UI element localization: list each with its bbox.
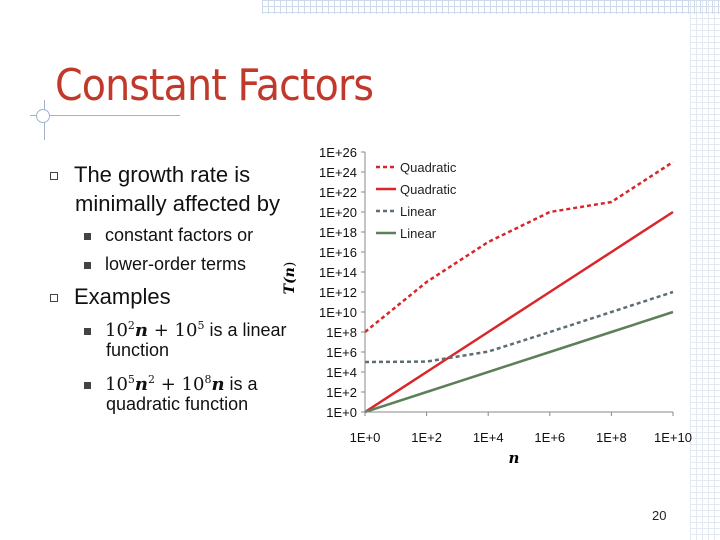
x-tick-label: 1E+4 xyxy=(473,430,504,445)
legend-entry: Linear xyxy=(400,226,437,241)
legend-entry: Quadratic xyxy=(400,182,457,197)
legend-box xyxy=(372,150,472,240)
bullet-growth-rate: The growth rate is xyxy=(50,160,250,190)
page-number: 20 xyxy=(652,508,667,523)
y-tick-label: 1E+18 xyxy=(319,225,357,240)
sub-bullet-constant-factors: constant factors or xyxy=(84,224,253,246)
slide-title: Constant Factors xyxy=(55,60,374,111)
x-tick-label: 1E+6 xyxy=(534,430,565,445)
y-axis-label: T(n) xyxy=(282,262,298,295)
y-tick-label: 1E+8 xyxy=(326,325,357,340)
example-linear: 102n + 105 is a linear xyxy=(84,315,286,342)
sub-bullet-marker-icon xyxy=(84,381,91,389)
example-quadratic-line2: quadratic function xyxy=(106,394,249,414)
chart-tick-labels: 1E+0 1E+2 1E+4 1E+6 1E+8 1E+10 1E+12 1E+14 1E+16… xyxy=(319,145,692,445)
sub-bullet-lower-order-text: lower-order terms xyxy=(105,254,247,274)
title-circle-mark xyxy=(36,109,50,123)
bullet-examples: Examples xyxy=(50,282,171,312)
chart-legend: Quadratic Quadratic Linear Linear xyxy=(372,150,472,241)
series-line-linear-solid xyxy=(364,310,674,414)
y-tick-label: 1E+4 xyxy=(326,365,357,380)
chart-axes xyxy=(361,151,674,416)
example-quadratic-math: 105n2 + 108n xyxy=(105,373,225,395)
bullet-marker-icon xyxy=(50,294,58,303)
sub-bullet-marker-icon xyxy=(84,261,91,269)
sub-bullet-marker-icon xyxy=(84,327,91,335)
bullet-growth-rate-line2: minimally affected by xyxy=(75,191,281,216)
sub-bullet-marker-icon xyxy=(84,232,91,240)
x-tick-label: 1E+2 xyxy=(411,430,442,445)
header-grid-pattern xyxy=(262,0,720,14)
series-line-quadratic-solid xyxy=(364,210,674,414)
x-tick-label: 1E+8 xyxy=(596,430,627,445)
x-axis-label: n xyxy=(509,449,520,467)
sub-bullet-constant-factors-text: constant factors or xyxy=(105,225,254,245)
x-tick-label: 1E+10 xyxy=(654,430,692,445)
y-tick-label: 1E+26 xyxy=(319,145,357,160)
y-tick-label: 1E+14 xyxy=(319,265,357,280)
y-tick-label: 1E+20 xyxy=(319,205,357,220)
bullet-growth-rate-line1: The growth rate is xyxy=(74,162,251,187)
bullet-marker-icon xyxy=(50,172,58,181)
y-tick-label: 1E+12 xyxy=(319,285,357,300)
side-grid-pattern xyxy=(690,0,720,540)
bullet-examples-text: Examples xyxy=(74,284,171,309)
y-tick-label: 1E+22 xyxy=(319,185,357,200)
chart-series-layer xyxy=(364,160,674,414)
y-tick-label: 1E+10 xyxy=(319,305,357,320)
y-tick-label: 1E+6 xyxy=(326,345,357,360)
y-tick-label: 1E+2 xyxy=(326,385,357,400)
sub-bullet-lower-order: lower-order terms xyxy=(84,253,246,275)
example-quadratic: 105n2 + 108n is a xyxy=(84,369,258,396)
title-underline xyxy=(30,115,180,116)
series-line-quadratic-dotted xyxy=(364,160,674,333)
example-linear-math: 102n + 105 xyxy=(105,319,205,341)
y-tick-label: 1E+16 xyxy=(319,245,357,260)
x-tick-label: 1E+0 xyxy=(350,430,381,445)
series-line-linear-dotted xyxy=(364,290,674,364)
example-linear-text: is a linear xyxy=(204,320,287,340)
example-quadratic-text: is a xyxy=(224,374,258,394)
legend-entry: Quadratic xyxy=(400,160,457,175)
y-tick-label: 1E+24 xyxy=(319,165,357,180)
y-tick-label: 1E+0 xyxy=(326,405,357,420)
example-linear-line2: function xyxy=(106,340,170,360)
legend-entry: Linear xyxy=(400,204,437,219)
